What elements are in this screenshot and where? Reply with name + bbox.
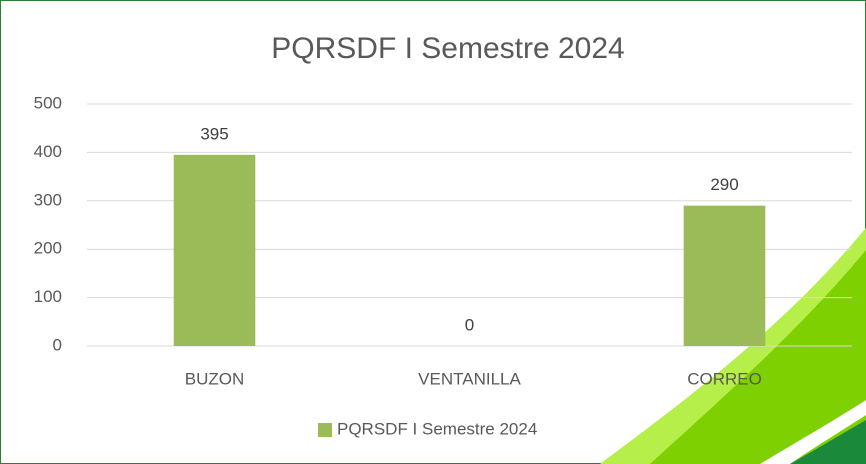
chart-title: PQRSDF I Semestre 2024 [271, 32, 624, 65]
data-label: 0 [465, 315, 474, 334]
x-tick-label: CORREO [687, 369, 762, 388]
data-label: 395 [200, 124, 228, 143]
decoration [600, 228, 866, 464]
bar [683, 205, 766, 346]
data-label: 290 [710, 175, 738, 194]
y-tick-label: 500 [34, 93, 62, 112]
legend-label: PQRSDF I Semestre 2024 [337, 419, 537, 438]
y-tick-label: 200 [34, 239, 62, 258]
plot-area: 0 100 200 300 400 500 BUZON VENTANILLA CORREO 395… [34, 93, 852, 438]
y-tick-label: 0 [53, 335, 62, 354]
x-tick-label: BUZON [185, 369, 245, 388]
x-tick-label: VENTANILLA [418, 369, 521, 388]
legend-swatch [318, 423, 332, 437]
y-tick-label: 100 [34, 287, 62, 306]
bar [173, 154, 256, 346]
y-tick-label: 300 [34, 190, 62, 209]
y-tick-label: 400 [34, 142, 62, 161]
